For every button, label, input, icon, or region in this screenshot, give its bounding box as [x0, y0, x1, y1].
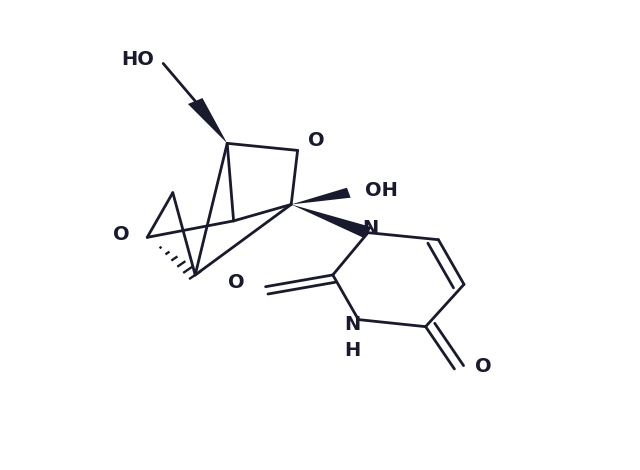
Text: O: O [113, 226, 130, 244]
Text: N: N [362, 219, 378, 238]
Text: O: O [308, 132, 325, 150]
Text: HO: HO [121, 50, 154, 69]
Polygon shape [291, 204, 372, 238]
Text: O: O [475, 357, 492, 376]
Polygon shape [291, 188, 351, 204]
Text: N: N [344, 315, 360, 334]
Text: H: H [344, 341, 360, 360]
Text: O: O [228, 273, 245, 291]
Polygon shape [188, 98, 227, 143]
Text: OH: OH [365, 181, 397, 200]
